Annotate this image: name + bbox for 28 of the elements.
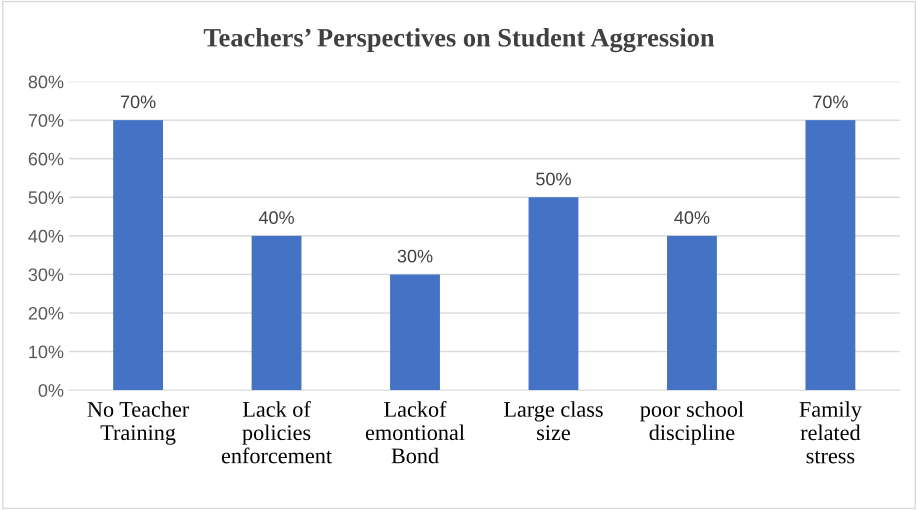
y-tick-label: 80% xyxy=(28,76,64,88)
bar xyxy=(113,120,164,390)
data-label: 30% xyxy=(398,250,432,263)
bar xyxy=(390,274,440,390)
x-tick-label: Lackof emontional Bond xyxy=(366,401,465,464)
data-label: 50% xyxy=(536,172,571,186)
x-tick-label: Family related stress xyxy=(800,401,862,464)
bar xyxy=(805,120,856,390)
bar xyxy=(252,236,302,390)
x-tick-label: Large class size xyxy=(504,401,603,440)
bar xyxy=(667,236,717,390)
y-tick-label: 70% xyxy=(28,114,64,127)
bar xyxy=(528,197,578,390)
data-label: 70% xyxy=(813,95,848,108)
y-tick-label: 30% xyxy=(28,268,64,282)
y-tick-label: 0% xyxy=(38,384,64,397)
y-tick-label: 20% xyxy=(28,306,64,320)
y-tick-label: 60% xyxy=(28,152,64,166)
chart-title: Teachers’ Perspectives on Student Aggression xyxy=(204,28,714,52)
y-tick-label: 10% xyxy=(29,346,64,358)
x-tick-label: poor school discipline xyxy=(640,401,744,445)
data-label: 70% xyxy=(120,95,156,108)
x-tick-label: Lack of policies enforcement xyxy=(222,401,332,464)
data-label: 40% xyxy=(258,211,294,224)
data-label: 40% xyxy=(674,211,710,224)
y-tick-label: 40% xyxy=(28,230,64,243)
y-tick-label: 50% xyxy=(28,191,64,204)
x-tick-label: No Teacher Training xyxy=(88,401,190,445)
